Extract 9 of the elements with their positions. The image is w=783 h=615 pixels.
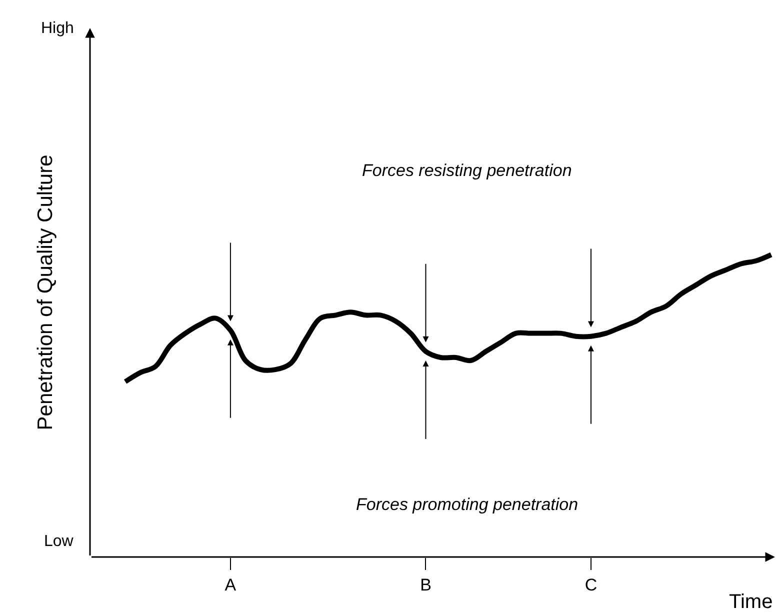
annotation: Forces promoting penetration [356, 495, 578, 514]
text: Forces resisting penetration [362, 161, 572, 180]
x-tick-label: B [420, 575, 432, 594]
text: Low [44, 533, 74, 550]
text: High [41, 20, 74, 37]
x-tick-label: C [584, 575, 598, 594]
x-axis-title: Time [729, 591, 773, 613]
y-axis-title: Penetration of Quality Culture [34, 154, 58, 430]
x-tick-label: A [224, 575, 237, 594]
